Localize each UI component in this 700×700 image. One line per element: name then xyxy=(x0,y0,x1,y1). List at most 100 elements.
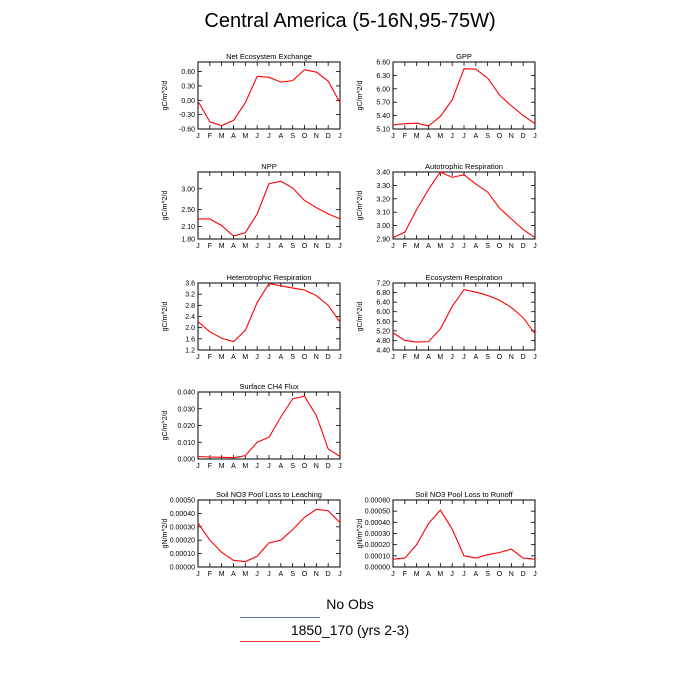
x-tick-label: J xyxy=(533,354,537,361)
y-tick-label: -0.60 xyxy=(179,127,195,134)
x-tick-label: S xyxy=(485,571,490,578)
y-tick-label: 6.80 xyxy=(376,290,390,297)
x-tick-label: F xyxy=(208,571,212,578)
chart-panel-9: Soil NO3 Pool Loss to LeachinggN/m^2/d0.… xyxy=(162,490,342,578)
x-tick-label: M xyxy=(219,463,225,470)
x-tick-label: F xyxy=(403,354,407,361)
x-tick-label: O xyxy=(302,354,308,361)
x-tick-label: O xyxy=(302,463,308,470)
x-tick-label: J xyxy=(267,133,271,140)
x-tick-label: N xyxy=(314,243,319,250)
x-tick-label: F xyxy=(208,243,212,250)
x-tick-label: M xyxy=(437,133,443,140)
x-tick-label: J xyxy=(196,463,200,470)
x-tick-label: N xyxy=(314,133,319,140)
x-tick-label: D xyxy=(521,133,526,140)
x-tick-label: M xyxy=(242,463,248,470)
y-tick-label: 6.00 xyxy=(376,86,390,93)
plot-frame xyxy=(197,391,341,460)
plot-frame xyxy=(197,282,341,351)
x-tick-label: A xyxy=(426,243,431,250)
x-tick-label: J xyxy=(450,133,454,140)
x-tick-label: M xyxy=(219,354,225,361)
x-tick-label: A xyxy=(426,571,431,578)
x-tick-label: J xyxy=(255,243,259,250)
y-tick-label: 2.8 xyxy=(185,303,195,310)
x-tick-label: N xyxy=(509,354,514,361)
y-tick-label: 6.40 xyxy=(376,300,390,307)
x-tick-label: S xyxy=(290,243,295,250)
x-tick-label: M xyxy=(242,354,248,361)
x-tick-label: J xyxy=(267,243,271,250)
x-tick-label: O xyxy=(302,133,308,140)
x-tick-label: F xyxy=(403,243,407,250)
x-tick-label: S xyxy=(485,133,490,140)
y-tick-label: 0.00020 xyxy=(170,538,195,545)
y-tick-label: 7.20 xyxy=(376,281,390,288)
x-tick-label: A xyxy=(473,243,478,250)
chart-title: NPP xyxy=(261,162,276,171)
x-tick-label: J xyxy=(462,354,466,361)
x-tick-label: A xyxy=(473,571,478,578)
y-axis-label: gC/m^2/d xyxy=(162,302,169,332)
legend-line-model xyxy=(240,641,320,642)
x-tick-label: J xyxy=(533,133,537,140)
series-line xyxy=(197,282,341,343)
x-tick-label: M xyxy=(437,243,443,250)
x-tick-label: M xyxy=(242,571,248,578)
plot-frame xyxy=(392,282,536,351)
x-tick-label: M xyxy=(242,133,248,140)
plot-frame xyxy=(392,171,536,240)
x-tick-label: N xyxy=(314,354,319,361)
x-tick-label: F xyxy=(208,354,212,361)
y-tick-label: 5.20 xyxy=(376,328,390,335)
chart-panel-5: Heterotrophic Respiration gC/m^2/d 3.6 3.2 2… xyxy=(162,273,342,361)
y-tick-label: 0.000 xyxy=(177,457,195,464)
y-tick-label: 5.70 xyxy=(376,100,390,107)
y-tick-label: 0.030 xyxy=(177,406,195,413)
y-tick-label: 0.00030 xyxy=(365,531,390,538)
x-tick-label: J xyxy=(267,463,271,470)
x-tick-label: J xyxy=(196,571,200,578)
x-tick-label: M xyxy=(437,354,443,361)
x-tick-label: J xyxy=(267,571,271,578)
x-tick-label: A xyxy=(473,354,478,361)
y-tick-label: 4.80 xyxy=(376,338,390,345)
x-tick-label: S xyxy=(485,243,490,250)
x-tick-label: A xyxy=(473,133,478,140)
y-tick-label: 0.30 xyxy=(181,83,195,90)
x-tick-label: D xyxy=(521,354,526,361)
x-tick-label: O xyxy=(497,243,503,250)
x-tick-label: J xyxy=(391,571,395,578)
x-tick-label: J xyxy=(391,243,395,250)
x-tick-label: J xyxy=(255,463,259,470)
chart-panel-1: Net Ecosystem Exchange gC/m^2/d 0.60 0.30 0.… xyxy=(162,52,342,140)
x-tick-label: J xyxy=(196,133,200,140)
chart-panel-10: Soil NO3 Pool Loss to RunoffgN/m^2/d0.00… xyxy=(357,490,537,578)
y-tick-label: 2.10 xyxy=(181,224,195,231)
y-tick-label: 0.00010 xyxy=(365,553,390,560)
y-tick-label: 5.40 xyxy=(376,113,390,120)
y-tick-label: 0.00050 xyxy=(170,498,195,505)
x-tick-label: A xyxy=(278,243,283,250)
x-tick-label: J xyxy=(338,354,342,361)
x-tick-label: A xyxy=(278,463,283,470)
series-line xyxy=(392,68,536,127)
plot-frame xyxy=(392,61,536,130)
y-tick-label: 3.20 xyxy=(376,196,390,203)
x-tick-label: S xyxy=(290,571,295,578)
legend-line-no-obs xyxy=(240,617,320,618)
y-axis-label: gC/m^2/d xyxy=(162,81,169,111)
x-tick-label: J xyxy=(338,243,342,250)
series-line xyxy=(198,180,341,237)
y-tick-label: 3.30 xyxy=(376,183,390,190)
y-tick-label: 5.60 xyxy=(376,319,390,326)
y-tick-label: 3.00 xyxy=(181,186,195,193)
x-tick-label: F xyxy=(208,463,212,470)
y-tick-label: 5.10 xyxy=(376,127,390,134)
y-axis-label: gC/m^2/d xyxy=(357,191,364,221)
x-tick-label: S xyxy=(485,354,490,361)
x-tick-label: M xyxy=(219,133,225,140)
